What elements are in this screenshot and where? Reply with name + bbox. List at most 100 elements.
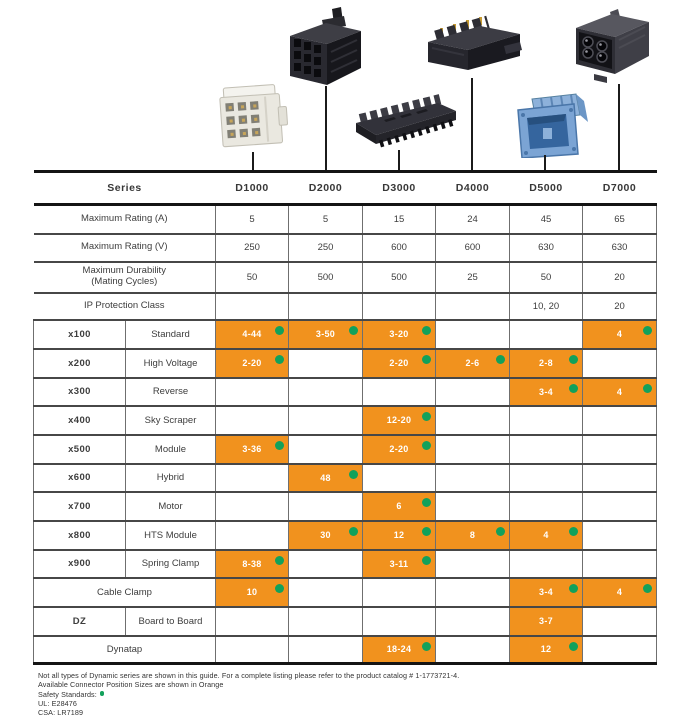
position-size: 3-7 [539,616,553,626]
type-name: Cable Clamp [33,576,216,608]
type-row: x300 Reverse 3-4 4 [33,376,657,407]
safety-standard-dot-icon [643,583,652,593]
safety-standard-dot-icon [422,440,431,450]
type-row: x600 Hybrid 48 [33,462,657,493]
position-cell-d5000 [509,433,583,465]
spec-label-line: IP Protection Class [83,299,165,311]
position-cell-d4000 [435,490,510,522]
footnote-safety-label: Safety Standards: [38,689,97,699]
type-row: x500 Module 3-36 2-20 [33,433,657,465]
safety-standard-dot-icon [275,354,284,364]
position-cell-d7000 [582,548,657,579]
connector-photos [0,0,694,172]
safety-standard-dot-icon [275,325,284,335]
position-size: 4 [616,329,623,339]
type-code: x600 [33,462,126,493]
position-cell-d1000: 2-20 [215,347,289,379]
d2000-connector-photo [282,6,368,88]
type-row: DZ Board to Board 3-7 [33,605,657,637]
spec-label: IP Protection Class [33,291,216,321]
position-cell-d1000: 4-44 [215,318,289,350]
position-cell-d5000 [509,404,583,436]
position-cell-d5000: 3-4 [509,376,583,407]
position-size: 2-20 [389,358,409,368]
type-code: x700 [33,490,126,522]
position-cell-d4000 [435,462,510,493]
spec-value-d2000: 500 [288,260,363,294]
position-size: 3-50 [315,329,336,339]
position-cell-d3000: 2-20 [362,433,436,465]
safety-standard-dot-icon [422,325,431,335]
safety-standard-dot-icon [422,641,431,651]
column-header-d1000: D1000 [215,170,289,206]
position-size: 8-38 [242,558,262,569]
spec-label-line: (Mating Cycles) [91,276,158,287]
type-code: DZ [33,605,126,637]
position-cell-d1000 [215,404,289,436]
safety-standard-dot-icon [349,325,358,335]
type-row: x900 Spring Clamp 8-38 3-11 [33,548,657,579]
spec-value-d4000: 24 [435,203,510,235]
series-comparison-table: Series D1000 D2000 D3000 D4000 D5000 D7000 Maxi… [33,170,657,665]
safety-standard-dot-icon [569,354,578,364]
position-cell-d4000: 2-6 [435,347,510,379]
series-header: Series [33,170,216,206]
position-cell-d1000 [215,376,289,407]
position-cell-d1000: 10 [215,576,289,608]
position-cell-d7000 [582,519,657,551]
spec-value-d2000 [288,291,363,321]
safety-standard-dot-icon [349,469,358,479]
safety-standard-dot-icon [569,383,578,393]
position-cell-d3000 [362,376,436,407]
spec-value-d7000: 65 [582,203,657,235]
leader-line-d7000 [618,84,620,172]
position-cell-d4000 [435,404,510,436]
type-name: High Voltage [125,347,216,379]
type-name: HTS Module [125,519,216,551]
position-cell-d3000: 12 [362,519,436,551]
footnotes: Not all types of Dynamic series are show… [38,671,668,717]
position-cell-d2000 [288,605,363,637]
type-name: Module [125,433,216,465]
position-size: 2-8 [539,358,553,368]
leader-line-d4000 [471,78,473,172]
position-cell-d5000: 4 [509,519,583,551]
position-size: 2-20 [242,358,262,368]
column-header-d5000: D5000 [509,170,583,206]
header-row: Series D1000 D2000 D3000 D4000 D5000 D7000 [33,170,657,206]
position-cell-d7000 [582,347,657,379]
position-cell-d3000 [362,462,436,493]
position-cell-d2000 [288,548,363,579]
position-cell-d4000 [435,605,510,637]
spec-label: Maximum Rating (V) [33,232,216,263]
type-row: Cable Clamp 10 3-4 4 [33,576,657,608]
type-name: Motor [125,490,216,522]
column-header-d4000: D4000 [435,170,510,206]
position-size: 48 [320,472,331,483]
position-cell-d1000: 8-38 [215,548,289,579]
d5000-connector-photo [510,90,592,159]
position-size: 12 [540,644,552,655]
position-cell-d1000 [215,519,289,551]
safety-standard-dot-icon [422,555,431,565]
spec-value-d5000: 45 [509,203,583,235]
spec-label-line: Maximum Rating (V) [80,241,168,253]
d4000-connector-photo [422,15,526,79]
type-name: Spring Clamp [125,548,216,579]
position-cell-d7000 [582,404,657,436]
position-cell-d2000 [288,490,363,522]
position-cell-d1000 [215,490,289,522]
type-code: x900 [33,548,126,579]
position-size: 12-20 [386,415,412,425]
spec-label: Maximum Durability (Mating Cycles) [33,260,216,294]
spec-row: Maximum Rating (V) 250 250 600 600 630 630 [33,232,657,263]
footnote-safety: Safety Standards: [38,690,668,699]
spec-row: Maximum Durability (Mating Cycles) 50 500 50… [33,260,657,294]
position-cell-d7000: 4 [582,576,657,608]
position-size: 18-24 [386,644,412,655]
position-size: 3-4 [539,386,553,397]
safety-standard-dot-icon [349,526,358,536]
position-cell-d4000: 8 [435,519,510,551]
position-cell-d4000 [435,548,510,579]
position-cell-d3000: 3-11 [362,548,436,579]
